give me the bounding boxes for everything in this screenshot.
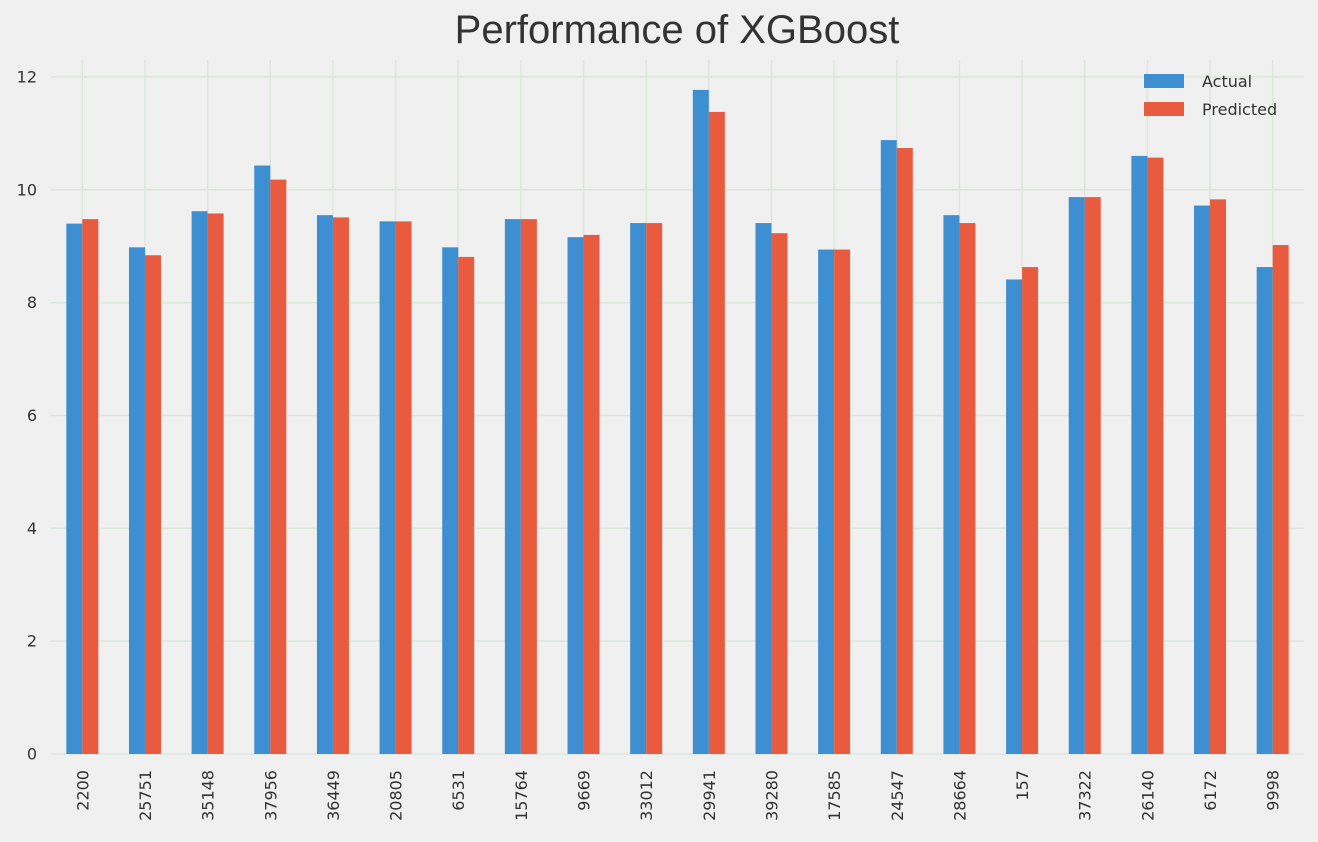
bar-predicted-20805 — [395, 221, 412, 754]
bar-predicted-157 — [1022, 267, 1039, 754]
bar-actual-24547 — [880, 140, 897, 754]
x-tick-label: 9998 — [1264, 770, 1283, 811]
x-tick-label: 35148 — [199, 770, 218, 821]
bar-predicted-6172 — [1210, 199, 1227, 754]
bar-predicted-26140 — [1147, 157, 1164, 754]
y-tick-label: 12 — [17, 67, 37, 86]
bar-actual-15764 — [504, 219, 521, 755]
x-tick-label: 15764 — [512, 770, 531, 821]
bar-predicted-37322 — [1084, 197, 1101, 755]
bar-predicted-36449 — [332, 217, 349, 755]
bar-actual-20805 — [379, 221, 396, 754]
bar-predicted-39280 — [771, 233, 788, 754]
bar-predicted-24547 — [896, 148, 913, 754]
y-tick-label: 0 — [27, 745, 37, 764]
bar-predicted-9998 — [1272, 245, 1289, 755]
legend: Actual Predicted — [1144, 72, 1277, 119]
bar-predicted-17585 — [834, 249, 851, 754]
x-tick-label: 37322 — [1076, 770, 1095, 821]
bar-actual-35148 — [191, 211, 208, 754]
bar-actual-36449 — [316, 215, 333, 754]
bar-actual-17585 — [818, 249, 835, 754]
x-tick-label: 25751 — [136, 770, 155, 821]
bar-actual-29941 — [692, 89, 709, 755]
x-tick-label: 157 — [1013, 770, 1032, 801]
bar-predicted-15764 — [520, 219, 537, 755]
bar-actual-37322 — [1068, 197, 1085, 755]
bar-predicted-29941 — [708, 111, 725, 755]
grid-lines — [51, 60, 1304, 755]
bar-predicted-6531 — [458, 256, 475, 754]
y-axis-ticks: 0 2 4 6 8 10 12 — [17, 67, 37, 763]
legend-label-actual: Actual — [1202, 72, 1252, 91]
y-tick-label: 6 — [27, 406, 37, 425]
bar-predicted-28664 — [959, 223, 976, 755]
bar-actual-33012 — [630, 223, 647, 755]
bar-actual-25751 — [128, 247, 145, 754]
x-tick-label: 6172 — [1201, 770, 1220, 811]
x-tick-label: 6531 — [449, 770, 468, 811]
bar-predicted-2200 — [82, 219, 99, 755]
bar-actual-26140 — [1131, 155, 1148, 754]
x-tick-label: 36449 — [324, 770, 343, 821]
legend-label-predicted: Predicted — [1202, 100, 1277, 119]
bar-actual-28664 — [943, 215, 960, 754]
bar-actual-157 — [1006, 279, 1023, 754]
x-tick-label: 33012 — [637, 770, 656, 821]
bar-predicted-37956 — [270, 179, 287, 754]
bar-actual-6531 — [442, 247, 459, 754]
x-tick-label: 24547 — [888, 770, 907, 821]
bar-predicted-9669 — [583, 234, 600, 754]
y-tick-label: 2 — [27, 632, 37, 651]
bar-actual-37956 — [254, 165, 271, 755]
x-tick-label: 28664 — [950, 770, 969, 821]
chart-title: Performance of XGBoost — [455, 8, 900, 52]
bar-predicted-33012 — [646, 223, 663, 755]
x-tick-label: 20805 — [387, 770, 406, 821]
bar-actual-9998 — [1256, 267, 1273, 754]
bar-predicted-25751 — [144, 255, 161, 754]
y-tick-label: 4 — [27, 519, 37, 538]
bar-actual-39280 — [755, 223, 772, 755]
x-tick-label: 17585 — [825, 770, 844, 821]
x-tick-label: 9669 — [575, 770, 594, 811]
y-tick-label: 10 — [17, 180, 37, 199]
bars — [66, 89, 1289, 755]
x-tick-label: 29941 — [700, 770, 719, 821]
bar-predicted-35148 — [207, 213, 224, 755]
y-tick-label: 8 — [27, 293, 37, 312]
legend-swatch-actual — [1144, 74, 1184, 88]
x-tick-label: 37956 — [261, 770, 280, 821]
x-tick-label: 26140 — [1138, 770, 1157, 821]
x-tick-label: 2200 — [73, 770, 92, 811]
bar-actual-2200 — [66, 223, 83, 754]
x-tick-label: 39280 — [762, 770, 781, 821]
bar-actual-9669 — [567, 237, 584, 754]
x-axis-ticks: 2200 25751 35148 37956 36449 20805 6531 15764 96… — [73, 770, 1282, 821]
legend-swatch-predicted — [1144, 102, 1184, 116]
bar-actual-6172 — [1194, 205, 1211, 754]
